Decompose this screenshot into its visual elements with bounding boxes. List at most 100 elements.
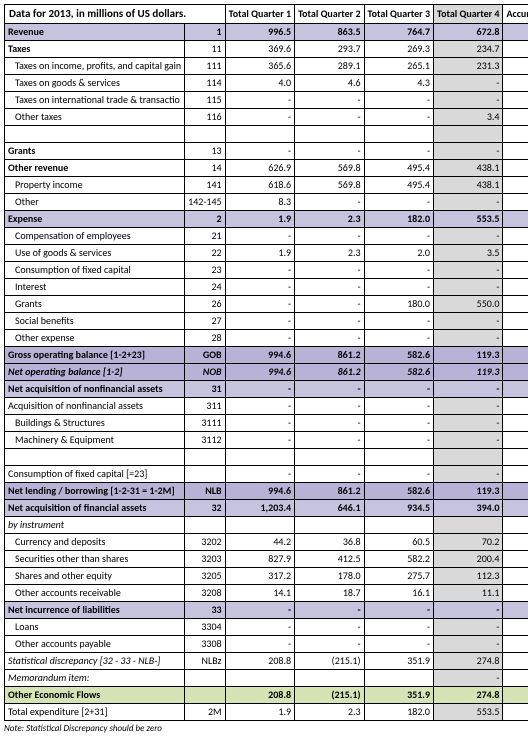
- row-code: 3308: [185, 636, 225, 653]
- cell: 60.5: [364, 534, 433, 551]
- cell: -: [503, 330, 528, 347]
- row-code: 1: [185, 24, 225, 41]
- cell: 620.4: [503, 687, 528, 704]
- cell: -: [434, 619, 503, 636]
- cell: 495.4: [364, 160, 433, 177]
- cell: [295, 670, 364, 687]
- cell: -: [364, 262, 433, 279]
- table-row: Shares and other equity3205317.2178.0275…: [5, 568, 528, 585]
- cell: -: [503, 432, 528, 449]
- table-row: Property income141618.6569.8495.4438.12,…: [5, 177, 528, 194]
- cell: 182.0: [364, 211, 433, 228]
- cell: -: [225, 415, 294, 432]
- cell: -: [364, 602, 433, 619]
- row-code: 28: [185, 330, 225, 347]
- cell: 3,297.4: [503, 24, 528, 41]
- footnote: Note: Statistical Discrepancy should be …: [4, 721, 524, 734]
- cell: 112.3: [434, 568, 503, 585]
- row-label: Other expense: [5, 330, 185, 347]
- cell: 2,557.7: [503, 347, 528, 364]
- cell: 582.6: [364, 364, 433, 381]
- fiscal-table: Data for 2013, in millions of US dollars…: [4, 4, 528, 721]
- row-code: 111: [185, 58, 225, 75]
- cell: 550.0: [434, 296, 503, 313]
- cell: -: [434, 228, 503, 245]
- row-label: Gross operating balance [1-2+23]: [5, 347, 185, 364]
- cell: -: [364, 432, 433, 449]
- row-label: Social benefits: [5, 313, 185, 330]
- row-code: 142-145: [185, 194, 225, 211]
- cell: -: [225, 619, 294, 636]
- row-code: 115: [185, 92, 225, 109]
- row-code: [185, 687, 225, 704]
- cell: [295, 517, 364, 534]
- table-row: Other taxes116---3.43.4: [5, 109, 528, 126]
- row-code: 26: [185, 296, 225, 313]
- cell: -: [295, 330, 364, 347]
- table-row: Taxes on goods & services1144.04.64.3-12…: [5, 75, 528, 92]
- cell: 582.6: [364, 347, 433, 364]
- cell: 1.9: [225, 245, 294, 262]
- row-label: Loans: [5, 619, 185, 636]
- row-label: Use of goods & services: [5, 245, 185, 262]
- row-label: Total expenditure [2+31]: [5, 704, 185, 721]
- row-code: 3304: [185, 619, 225, 636]
- cell: 2,557.7: [503, 364, 528, 381]
- row-label: Memorandum item:: [5, 670, 185, 687]
- cell: 36.8: [295, 534, 364, 551]
- cell: 1,167.3: [503, 41, 528, 58]
- cell: -: [503, 398, 528, 415]
- cell: 861.2: [295, 364, 364, 381]
- table-row: Taxes on international trade & transacti…: [5, 92, 528, 109]
- cell: 12.8: [503, 75, 528, 92]
- table-row: Compensation of employees21-----: [5, 228, 528, 245]
- row-code: 3112: [185, 432, 225, 449]
- cell: 495.4: [364, 177, 433, 194]
- cell: -: [364, 330, 433, 347]
- row-code: 3208: [185, 585, 225, 602]
- row-code: GOB: [185, 347, 225, 364]
- cell: 1,203.4: [225, 500, 294, 517]
- cell: 317.2: [225, 568, 294, 585]
- table-row: Gross operating balance [1-2+23]GOB994.6…: [5, 347, 528, 364]
- cell: 994.6: [225, 347, 294, 364]
- cell: 274.8: [434, 687, 503, 704]
- cell: -: [434, 313, 503, 330]
- cell: 208.8: [225, 653, 294, 670]
- row-code: NOB: [185, 364, 225, 381]
- cell: 293.7: [295, 41, 364, 58]
- table-row: Net incurrence of liabilities33-----: [5, 602, 528, 619]
- row-code: NLBz: [185, 653, 225, 670]
- cell: 3.5: [434, 245, 503, 262]
- table-row: Statistical discrepancy [32 - 33 - NLB-]…: [5, 653, 528, 670]
- cell: 994.6: [225, 364, 294, 381]
- row-code: 13: [185, 143, 225, 160]
- cell: -: [225, 92, 294, 109]
- cell: -: [434, 415, 503, 432]
- row-code: 27: [185, 313, 225, 330]
- cell: 14.1: [225, 585, 294, 602]
- row-code: 141: [185, 177, 225, 194]
- row-label: Shares and other equity: [5, 568, 185, 585]
- row-label: Grants: [5, 143, 185, 160]
- cell: -: [434, 602, 503, 619]
- cell: [364, 670, 433, 687]
- row-code: 22: [185, 245, 225, 262]
- row-label: Grants: [5, 296, 185, 313]
- cell: -: [364, 109, 433, 126]
- cell: 1.9: [225, 704, 294, 721]
- cell: 764.7: [364, 24, 433, 41]
- table-row: Grants26--180.0550.0730.0: [5, 296, 528, 313]
- cell: -: [364, 228, 433, 245]
- row-code: 114: [185, 75, 225, 92]
- cell: -: [503, 619, 528, 636]
- cell: -: [364, 619, 433, 636]
- cell: 394.0: [434, 500, 503, 517]
- cell: 4.3: [364, 75, 433, 92]
- cell: -: [503, 228, 528, 245]
- row-label: Securities other than shares: [5, 551, 185, 568]
- row-label: Other accounts receivable: [5, 585, 185, 602]
- row-code: 311: [185, 398, 225, 415]
- cell: 178.0: [295, 568, 364, 585]
- table-title: Data for 2013, in millions of US dollars…: [5, 5, 226, 24]
